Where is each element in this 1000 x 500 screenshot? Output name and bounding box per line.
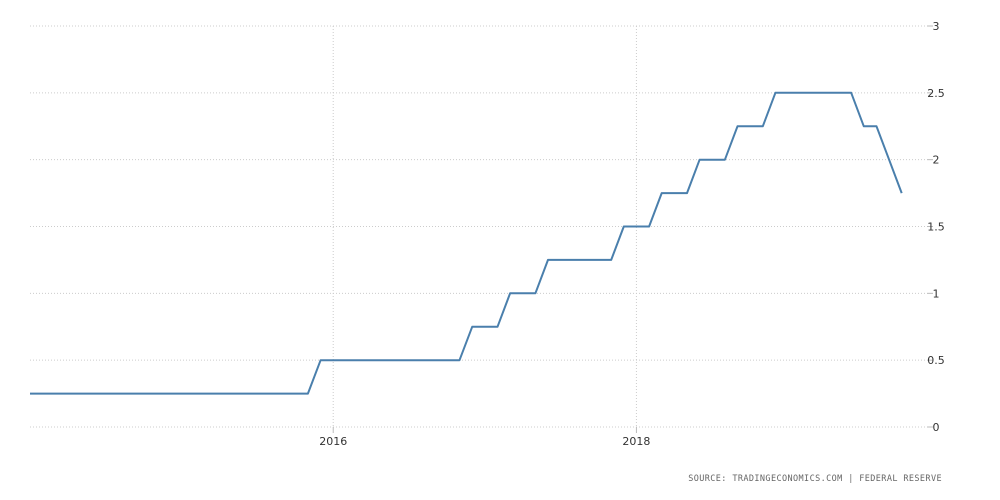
grid-lines — [30, 25, 927, 428]
y-tick-label: 0 — [933, 421, 940, 434]
series-group — [30, 91, 903, 395]
y-tick-label: 2.5 — [927, 87, 945, 100]
source-note: SOURCE: TRADINGECONOMICS.COM | FEDERAL R… — [688, 474, 942, 484]
y-axis: 0 0.5 1 1.5 2 2.5 3 — [927, 20, 945, 434]
y-tick-label: 2 — [933, 154, 940, 167]
y-tick-label: 1 — [933, 287, 940, 300]
y-tick-label: 0.5 — [927, 354, 945, 367]
y-tick-label: 3 — [933, 20, 940, 33]
y-tick-label: 1.5 — [927, 221, 945, 234]
x-tick-label: 2018 — [622, 435, 650, 448]
x-tick-label: 2016 — [319, 435, 347, 448]
x-axis: 2016 2018 — [319, 427, 650, 448]
series-line — [30, 91, 903, 395]
